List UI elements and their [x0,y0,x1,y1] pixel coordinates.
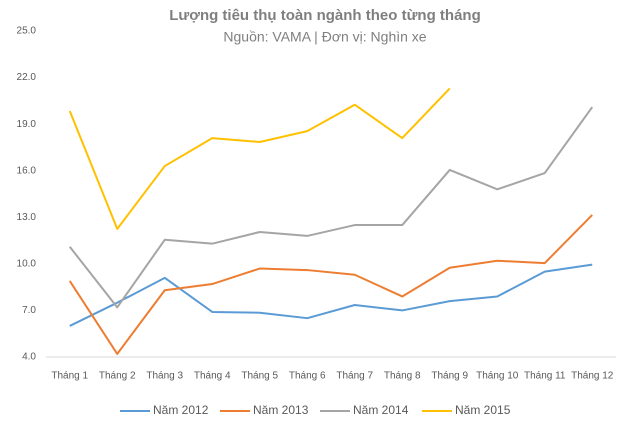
series-line [68,214,593,355]
x-tick-label: Tháng 5 [241,371,278,382]
x-tick-label: Tháng 9 [431,371,468,382]
x-tick-label: Tháng 10 [476,371,519,382]
y-tick-label: 13.0 [17,212,37,223]
series-line [68,106,594,309]
legend-label: Năm 2014 [353,403,409,417]
y-tick-label: 25.0 [17,26,37,37]
x-tick-label: Tháng 12 [571,371,614,382]
y-tick-label: 7.0 [22,305,36,316]
x-tick-label: Tháng 4 [194,371,231,382]
legend-label: Năm 2015 [455,403,511,417]
y-tick-label: 16.0 [17,165,37,176]
x-tick-label: Tháng 2 [99,371,136,382]
x-tick-label: Tháng 6 [289,371,326,382]
x-tick-label: Tháng 1 [51,371,88,382]
y-tick-label: 4.0 [22,352,36,363]
chart-title: Lượng tiêu thụ toàn ngành theo từng thán… [169,7,481,24]
y-tick-label: 10.0 [17,258,37,269]
legend-label: Năm 2012 [153,403,209,417]
x-tick-label: Tháng 7 [336,371,373,382]
legend-label: Năm 2013 [253,403,309,417]
y-tick-label: 19.0 [17,119,37,130]
y-tick-label: 22.0 [17,72,37,83]
series-line [68,87,451,230]
series-line [69,263,593,327]
x-tick-label: Tháng 8 [384,371,421,382]
x-tick-label: Tháng 11 [524,371,566,382]
x-tick-label: Tháng 3 [146,371,183,382]
chart-subtitle: Nguồn: VAMA | Đơn vị: Nghìn xe [223,29,426,45]
